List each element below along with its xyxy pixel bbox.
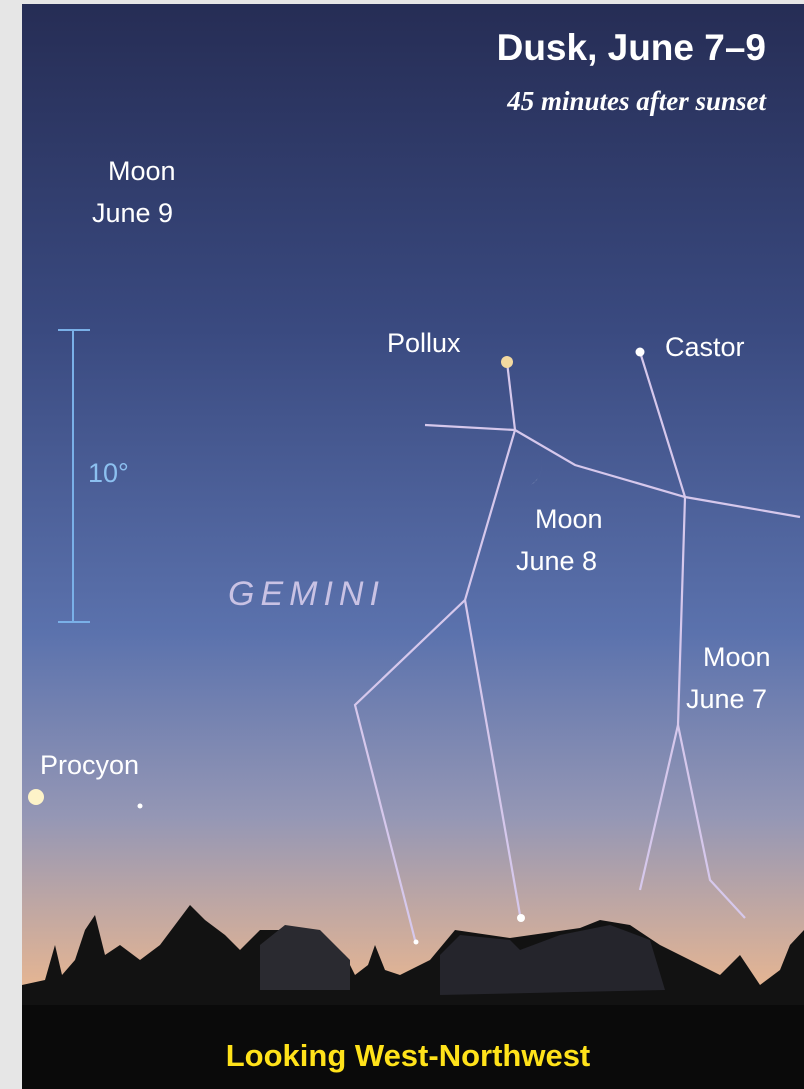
star-label: Castor (665, 332, 745, 362)
moon-label: Moon (108, 156, 176, 186)
moon-label: June 7 (686, 684, 767, 714)
subtitle: 45 minutes after sunset (506, 86, 767, 116)
scale-label: 10° (88, 458, 129, 488)
star-label: Pollux (387, 328, 461, 358)
star-label: Procyon (40, 750, 139, 780)
moon-label: June 9 (92, 198, 173, 228)
constellation-label: GEMINI (228, 575, 385, 613)
moon-label: Moon (703, 642, 771, 672)
moon-label: Moon (535, 504, 603, 534)
sky-chart: Dusk, June 7–9 45 minutes after sunset 1… (0, 0, 804, 1089)
moon-label: June 8 (516, 546, 597, 576)
title: Dusk, June 7–9 (497, 27, 766, 68)
footer-label: Looking West-Northwest (226, 1038, 591, 1073)
